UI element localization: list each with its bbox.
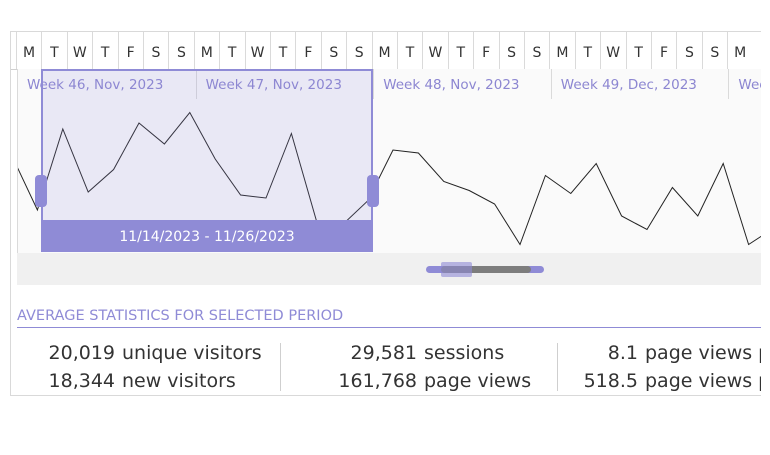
week-label: Week 49, Dec, 2023 [550, 69, 728, 99]
day-label: S [676, 32, 701, 69]
day-label: W [244, 32, 270, 69]
day-label: T [625, 32, 651, 69]
day-label: S [143, 32, 168, 69]
day-label: F [117, 32, 143, 69]
stat-unique-visitors: 20,019 unique visitors [11, 342, 281, 366]
day-label: W [422, 32, 447, 69]
day-label: T [574, 32, 600, 69]
stat-value: 518.5 [583, 370, 638, 392]
day-label: T [41, 32, 66, 69]
stat-views-per-visitor: 518.5 page views per visitor [557, 370, 761, 394]
stat-label: page views per visitor [645, 370, 761, 392]
day-label: W [66, 32, 92, 69]
day-label: M [16, 32, 41, 69]
day-label: S [320, 32, 346, 69]
stat-value: 18,344 [48, 370, 115, 392]
day-label: S [701, 32, 727, 69]
traffic-line-chart [18, 111, 761, 246]
day-label: S [346, 32, 371, 69]
week-label: Week 47, Nov, 2023 [195, 69, 373, 99]
day-label: T [397, 32, 422, 69]
traffic-series-line [18, 111, 761, 246]
timeline-scrollbar[interactable] [17, 253, 761, 285]
stat-value: 161,768 [338, 370, 417, 392]
day-label: F [473, 32, 498, 69]
week-label: Week 48, Nov, 2023 [373, 69, 550, 99]
day-label: M [549, 32, 574, 69]
stat-page-views: 161,768 page views [281, 370, 557, 394]
range-start-handle[interactable] [35, 175, 47, 207]
day-label: M [727, 32, 752, 69]
day-label: T [92, 32, 117, 69]
day-label: S [168, 32, 193, 69]
stat-value: 8.1 [607, 342, 638, 364]
day-label: W [600, 32, 625, 69]
timeline-chart[interactable]: Week 46, Nov, 2023 Week 47, Nov, 2023 Week… [17, 69, 761, 253]
day-label: S [498, 32, 524, 69]
scrollbar-thumb[interactable] [441, 266, 531, 273]
stat-value: 20,019 [48, 342, 115, 364]
range-end-handle[interactable] [367, 175, 379, 207]
stat-views-per-session: 8.1 page views per session [557, 342, 761, 366]
day-label: M [371, 32, 397, 69]
stat-new-visitors: 18,344 new visitors [11, 370, 281, 394]
week-label: Week 50, Dec, 2023 [728, 69, 761, 99]
day-label: T [219, 32, 244, 69]
stats-divider [280, 343, 281, 391]
day-label: T [447, 32, 473, 69]
stat-label: new visitors [122, 370, 236, 392]
day-label: F [651, 32, 676, 69]
day-label: M [193, 32, 219, 69]
day-label: F [295, 32, 320, 69]
stats-title: AVERAGE STATISTICS FOR SELECTED PERIOD [17, 308, 761, 328]
stat-sessions: 29,581 sessions [281, 342, 557, 366]
week-label: Week 46, Nov, 2023 [27, 77, 164, 93]
selected-range-label: 11/14/2023 - 11/26/2023 [41, 220, 373, 252]
stat-value: 29,581 [350, 342, 417, 364]
stat-label: page views [424, 370, 532, 392]
day-label: T [270, 32, 295, 69]
stat-label: page views per session [645, 342, 761, 364]
stat-label: unique visitors [122, 342, 262, 364]
scrollbar-selection-window[interactable] [441, 262, 472, 277]
day-label: S [524, 32, 549, 69]
stats-divider [557, 343, 558, 391]
stat-label: sessions [424, 342, 505, 364]
